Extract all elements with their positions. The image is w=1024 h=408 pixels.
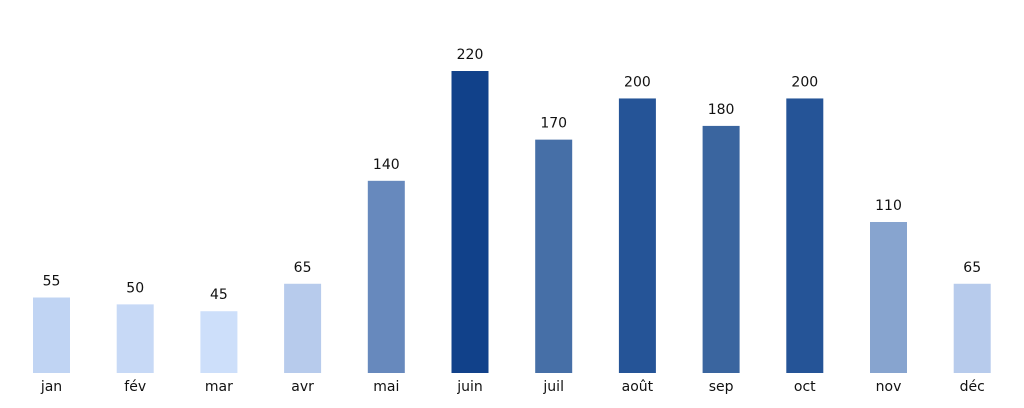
x-tick-label: juin xyxy=(456,379,483,395)
bar-fév xyxy=(116,304,154,373)
data-label: 65 xyxy=(963,260,981,276)
x-tick-label: nov xyxy=(876,379,902,395)
bar-oct xyxy=(786,98,824,374)
data-label: 55 xyxy=(43,274,61,290)
x-tick-label: mai xyxy=(373,379,399,395)
x-tick-label: avr xyxy=(291,379,314,395)
x-tick-label: juil xyxy=(542,379,564,395)
bar-juin xyxy=(451,71,489,373)
bar-nov xyxy=(870,222,907,373)
bar-août xyxy=(618,98,656,374)
x-tick-label: fév xyxy=(124,379,146,395)
x-tick-label: août xyxy=(622,379,654,395)
data-label: 50 xyxy=(126,280,144,296)
data-label: 170 xyxy=(540,116,567,132)
x-tick-label: jan xyxy=(40,379,62,395)
bar-sep xyxy=(702,125,740,373)
data-label: 110 xyxy=(875,198,902,214)
data-label: 200 xyxy=(791,74,818,90)
data-label: 140 xyxy=(373,157,400,173)
data-label: 45 xyxy=(210,287,228,303)
bar-déc xyxy=(953,283,991,373)
data-label: 200 xyxy=(624,74,651,90)
bar-avr xyxy=(284,283,322,373)
x-tick-label: mar xyxy=(205,379,233,395)
x-tick-label: déc xyxy=(960,379,985,395)
data-label: 220 xyxy=(457,47,484,63)
bar-juil xyxy=(535,139,573,373)
x-tick-label: sep xyxy=(709,379,734,395)
bar-mai xyxy=(367,180,405,373)
x-tick-label: oct xyxy=(794,379,816,395)
bar-mar xyxy=(200,311,238,373)
bar-jan xyxy=(33,297,70,373)
data-label: 65 xyxy=(294,260,312,276)
data-label: 180 xyxy=(708,102,735,118)
